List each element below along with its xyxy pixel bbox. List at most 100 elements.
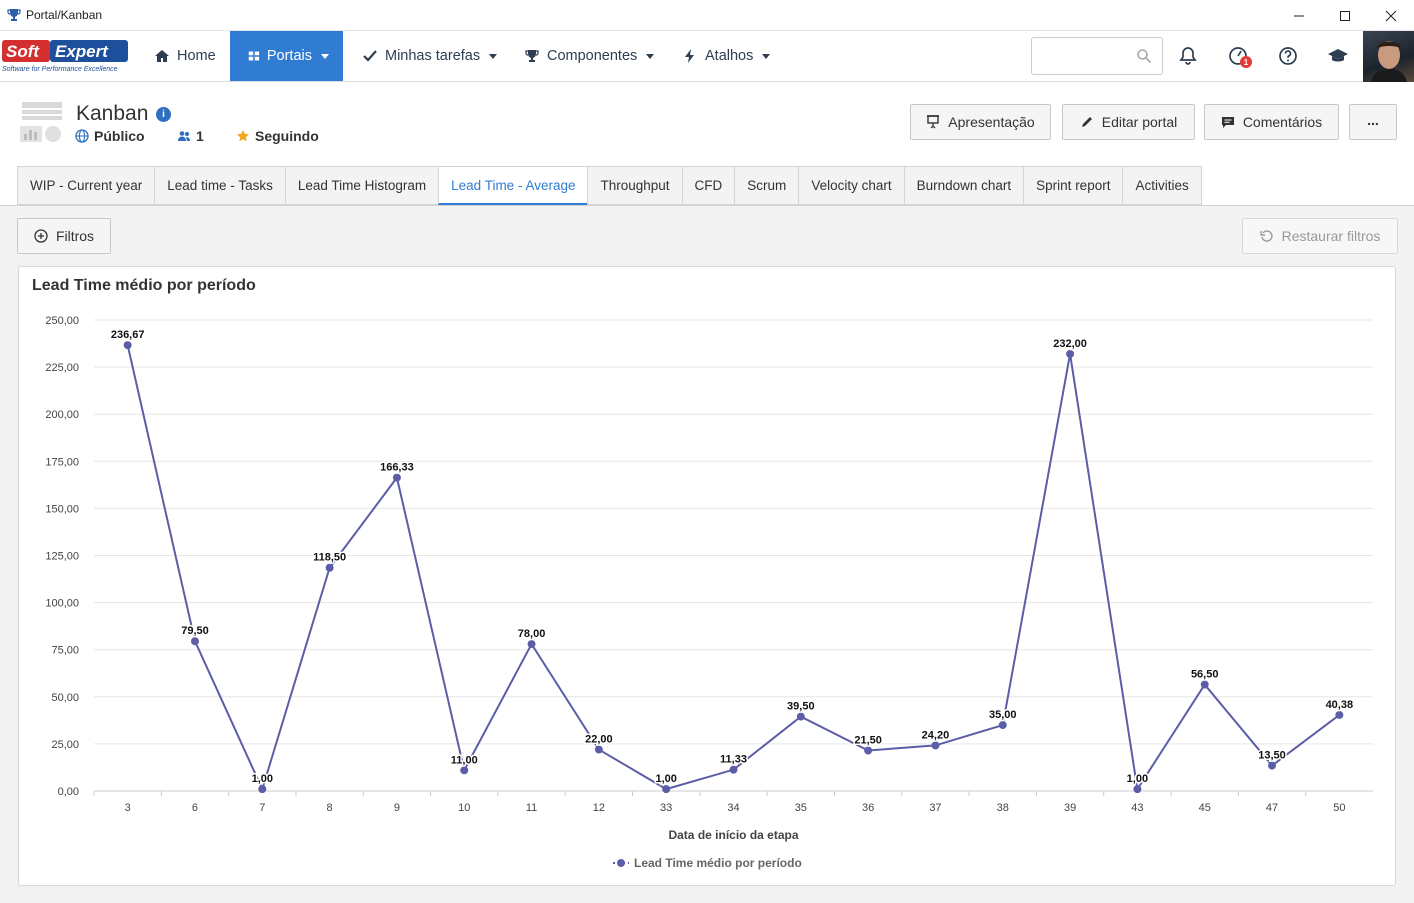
x-tick-label: 39	[1064, 802, 1076, 814]
chart-title: Lead Time médio por período	[32, 277, 256, 294]
pencil-icon	[1081, 117, 1092, 127]
nav-minhas-tarefas[interactable]: Minhas tarefas	[348, 31, 511, 81]
svg-text:Soft: Soft	[6, 42, 40, 61]
close-button[interactable]	[1368, 0, 1414, 31]
minimize-button[interactable]	[1276, 0, 1322, 31]
nav-portais[interactable]: Portais	[230, 31, 343, 81]
nav-atalhos[interactable]: Atalhos	[668, 31, 784, 81]
data-label: 232,00	[1053, 338, 1087, 350]
activity-button[interactable]: 1	[1226, 44, 1252, 68]
graduation-cap-icon	[1328, 49, 1348, 62]
filters-label: Filtros	[55, 228, 95, 244]
series-line	[126, 344, 1340, 792]
chevron-down-icon	[321, 53, 329, 59]
data-label: 56,50	[1191, 669, 1219, 681]
data-point	[1066, 349, 1075, 358]
presentation-button[interactable]: Apresentação	[910, 104, 1051, 140]
data-point	[258, 785, 267, 794]
maximize-button[interactable]	[1322, 0, 1368, 31]
x-tick-label: 7	[259, 802, 265, 814]
trophy-icon	[525, 50, 539, 62]
tab-sprint-report[interactable]: Sprint report	[1023, 166, 1123, 205]
nav-componentes-label: Componentes	[547, 48, 638, 64]
home-icon	[155, 50, 169, 62]
follow-status[interactable]: Seguindo	[236, 128, 319, 144]
learning-button[interactable]	[1326, 44, 1350, 68]
y-tick-label: 200,00	[45, 409, 79, 421]
nav-home[interactable]: Home	[140, 31, 230, 81]
tab-lead-time-average[interactable]: Lead Time - Average	[438, 166, 588, 205]
tab-activities[interactable]: Activities	[1122, 166, 1202, 205]
tab-scrum[interactable]: Scrum	[734, 166, 799, 205]
tab-cfd[interactable]: CFD	[681, 166, 735, 205]
members-count[interactable]: 1	[177, 128, 204, 144]
data-point	[1268, 761, 1277, 770]
help-button[interactable]	[1276, 44, 1300, 68]
notification-badge: 1	[1240, 56, 1252, 68]
y-tick-label: 25,00	[51, 739, 79, 751]
data-label: 11,33	[720, 754, 747, 766]
tab-throughput[interactable]: Throughput	[587, 166, 682, 205]
svg-text:Expert: Expert	[55, 42, 109, 61]
data-point	[931, 741, 940, 750]
nav-componentes[interactable]: Componentes	[510, 31, 668, 81]
restore-filters-button[interactable]: Restaurar filtros	[1242, 218, 1398, 254]
more-options-button[interactable]: ...	[1349, 104, 1397, 140]
window-title: Portal/Kanban	[26, 8, 103, 22]
softexpert-logo[interactable]: Soft Expert Software for Performance Exc…	[0, 37, 132, 77]
data-label: 166,33	[380, 462, 414, 474]
nav-minhas-tarefas-label: Minhas tarefas	[385, 48, 481, 64]
minimize-icon	[1294, 15, 1304, 16]
bolt-icon	[685, 49, 694, 63]
data-point	[796, 712, 805, 721]
x-axis-label: Data de início da etapa	[668, 828, 798, 842]
data-label: 78,00	[518, 628, 546, 640]
data-point	[594, 745, 603, 754]
page-title: Kanban	[76, 102, 149, 125]
data-label: 1,00	[655, 773, 676, 785]
tab-burndown-chart[interactable]: Burndown chart	[903, 166, 1024, 205]
tab-lead-time-tasks[interactable]: Lead time - Tasks	[154, 166, 285, 205]
data-label: 22,00	[585, 734, 613, 746]
search-input[interactable]	[1038, 38, 1138, 72]
restore-filters-label: Restaurar filtros	[1281, 228, 1381, 244]
portal-thumbnail-icon	[20, 102, 62, 142]
help-icon	[1279, 47, 1297, 65]
edit-portal-label: Editar portal	[1101, 114, 1178, 130]
presentation-icon	[927, 115, 940, 129]
data-label: 11,00	[451, 754, 478, 766]
chart-card: Lead Time médio por período 0,00 25,00 50,…	[18, 266, 1396, 886]
comments-button[interactable]: Comentários	[1204, 104, 1339, 140]
data-label: 35,00	[989, 709, 1017, 721]
data-label: 21,50	[854, 734, 882, 746]
data-label: 13,50	[1258, 750, 1286, 762]
data-point	[190, 637, 199, 646]
legend-marker	[617, 859, 625, 867]
tab-velocity-chart[interactable]: Velocity chart	[798, 166, 904, 205]
x-tick-label: 10	[458, 802, 470, 814]
x-tick-label: 43	[1131, 802, 1143, 814]
data-label: 1,00	[1127, 773, 1148, 785]
data-label: 40,38	[1326, 699, 1354, 711]
avatar[interactable]	[1363, 31, 1414, 82]
filters-button[interactable]: Filtros	[17, 218, 111, 254]
search-icon[interactable]	[1136, 48, 1152, 64]
bell-icon	[1179, 47, 1197, 65]
follow-label: Seguindo	[255, 128, 319, 144]
tab-lead-time-histogram[interactable]: Lead Time Histogram	[284, 166, 439, 205]
x-tick-label: 33	[660, 802, 672, 814]
info-icon[interactable]: i	[156, 107, 171, 122]
y-tick-label: 0,00	[58, 786, 79, 798]
tab-wip-current-year[interactable]: WIP - Current year	[17, 166, 155, 205]
data-label: 1,00	[252, 773, 273, 785]
visibility-badge: Público	[75, 128, 145, 144]
y-tick-label: 100,00	[45, 598, 79, 610]
undo-icon	[1259, 230, 1273, 242]
legend-label: Lead Time médio por período	[634, 856, 802, 870]
x-tick-label: 38	[997, 802, 1009, 814]
notifications-button[interactable]	[1176, 44, 1200, 68]
nav-atalhos-label: Atalhos	[705, 48, 754, 64]
x-tick-label: 6	[192, 802, 198, 814]
edit-portal-button[interactable]: Editar portal	[1062, 104, 1195, 140]
x-tick-label: 37	[929, 802, 941, 814]
